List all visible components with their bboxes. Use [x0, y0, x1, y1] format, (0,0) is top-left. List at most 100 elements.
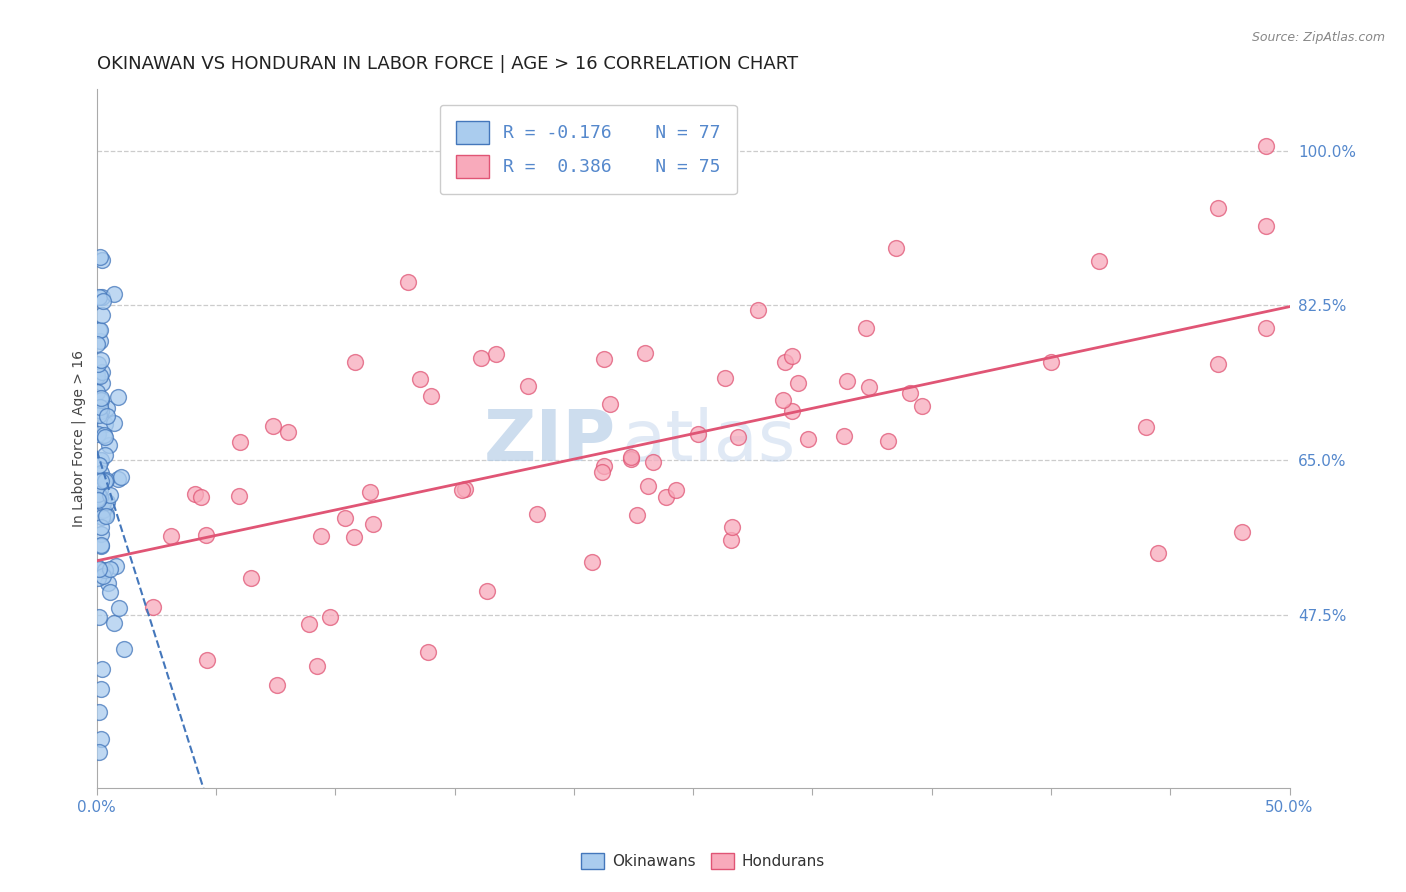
Point [108, 600, 131, 615]
Point [884, 241, 907, 255]
Point [782, 404, 804, 418]
Point [142, 599, 165, 614]
Point [87, 458, 110, 472]
Point [898, 386, 921, 401]
Point [361, 517, 384, 532]
Point [89, 491, 111, 505]
Point [86, 487, 108, 501]
Point [475, 584, 498, 599]
Point [195, 653, 218, 667]
Point [90, 538, 112, 552]
Point [581, 555, 603, 569]
Point [721, 519, 744, 533]
Point [780, 349, 803, 363]
Point [94, 473, 117, 487]
Point [91, 496, 114, 510]
Point [90, 467, 112, 481]
Point [91, 309, 114, 323]
Point [239, 571, 262, 585]
Point [87, 571, 110, 585]
Point [727, 430, 749, 444]
Point [87, 745, 110, 759]
Point [87, 705, 110, 719]
Point [796, 432, 818, 446]
Point [333, 511, 356, 525]
Point [94, 430, 117, 444]
Point [470, 351, 492, 366]
Point [87, 493, 110, 508]
Point [305, 659, 328, 673]
Point [1206, 357, 1229, 371]
Point [96, 494, 118, 508]
Point [1254, 321, 1277, 335]
Point [626, 508, 648, 523]
Point [89, 323, 111, 337]
Point [89, 609, 111, 624]
Point [1254, 139, 1277, 153]
Point [103, 287, 125, 301]
Point [1254, 219, 1277, 234]
Point [228, 489, 250, 503]
Point [89, 250, 111, 264]
Point [855, 320, 877, 334]
Point [655, 491, 678, 505]
Point [90, 453, 112, 467]
Point [86, 337, 108, 351]
Point [343, 529, 366, 543]
Point [1147, 546, 1170, 560]
Point [416, 645, 439, 659]
Point [91, 253, 114, 268]
Point [87, 323, 110, 337]
Point [834, 429, 856, 443]
Point [688, 426, 710, 441]
Point [190, 490, 212, 504]
Point [90, 392, 112, 406]
Text: ZIP: ZIP [484, 407, 616, 476]
Point [713, 371, 735, 385]
Point [98, 562, 121, 576]
Point [89, 368, 111, 383]
Point [107, 472, 129, 486]
Point [103, 615, 125, 630]
Point [1135, 420, 1157, 434]
Point [194, 527, 217, 541]
Point [89, 400, 111, 414]
Point [97, 576, 120, 591]
Point [107, 391, 129, 405]
Point [91, 662, 114, 676]
Point [720, 533, 742, 548]
Point [637, 479, 659, 493]
Point [485, 347, 508, 361]
Point [91, 365, 114, 379]
Point [593, 351, 616, 366]
Point [90, 393, 112, 408]
Point [91, 294, 114, 309]
Text: Source: ZipAtlas.com: Source: ZipAtlas.com [1251, 31, 1385, 45]
Point [1206, 201, 1229, 215]
Point [454, 482, 477, 496]
Point [277, 425, 299, 439]
Point [309, 529, 332, 543]
Point [409, 372, 432, 386]
Point [96, 409, 118, 423]
Point [599, 397, 621, 411]
Point [90, 519, 112, 533]
Point [858, 380, 880, 394]
Point [112, 641, 135, 656]
Point [1230, 525, 1253, 540]
Point [159, 529, 181, 543]
Text: atlas: atlas [621, 407, 796, 476]
Point [419, 389, 441, 403]
Point [665, 483, 688, 497]
Point [620, 451, 643, 466]
Point [87, 290, 110, 304]
Point [90, 474, 112, 488]
Point [91, 568, 114, 582]
Point [634, 346, 657, 360]
Point [93, 448, 115, 462]
Point [105, 559, 128, 574]
Point [110, 469, 132, 483]
Point [344, 354, 367, 368]
Point [94, 507, 117, 521]
Legend: R = -0.176    N = 77, R =  0.386    N = 75: R = -0.176 N = 77, R = 0.386 N = 75 [440, 104, 737, 194]
